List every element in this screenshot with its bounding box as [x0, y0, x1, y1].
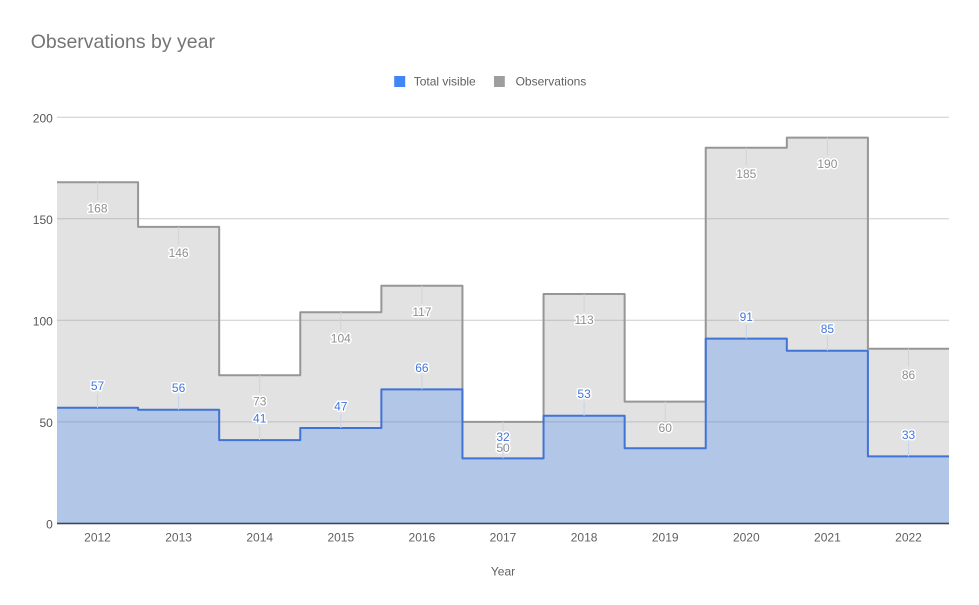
svg-text:0: 0	[46, 518, 53, 532]
svg-text:2018: 2018	[571, 531, 598, 545]
svg-text:50: 50	[39, 416, 53, 430]
svg-text:66: 66	[415, 361, 429, 375]
svg-text:200: 200	[33, 112, 53, 126]
svg-text:41: 41	[253, 412, 267, 426]
svg-text:2013: 2013	[165, 531, 192, 545]
svg-text:47: 47	[334, 399, 348, 413]
svg-text:73: 73	[253, 394, 267, 408]
svg-text:100: 100	[33, 315, 53, 329]
svg-text:168: 168	[87, 202, 107, 216]
svg-text:2020: 2020	[733, 531, 760, 545]
svg-text:190: 190	[817, 157, 837, 171]
svg-text:53: 53	[577, 387, 591, 401]
svg-text:2016: 2016	[409, 531, 436, 545]
svg-text:Year: Year	[491, 565, 515, 579]
svg-text:Observations by year: Observations by year	[31, 31, 216, 53]
svg-text:113: 113	[575, 313, 594, 327]
svg-text:2015: 2015	[327, 531, 354, 545]
svg-text:32: 32	[496, 430, 510, 444]
svg-text:33: 33	[902, 428, 916, 442]
svg-text:91: 91	[740, 310, 754, 324]
svg-text:2019: 2019	[652, 531, 679, 545]
svg-text:86: 86	[902, 368, 916, 382]
svg-text:104: 104	[331, 331, 351, 345]
svg-text:2017: 2017	[490, 531, 517, 545]
svg-text:150: 150	[33, 213, 53, 227]
svg-text:85: 85	[821, 322, 835, 336]
svg-text:57: 57	[91, 379, 105, 393]
svg-text:2014: 2014	[246, 531, 273, 545]
svg-text:Total visible: Total visible	[414, 74, 476, 88]
svg-text:56: 56	[172, 381, 186, 395]
svg-text:2021: 2021	[814, 531, 841, 545]
svg-text:117: 117	[412, 305, 431, 319]
svg-text:185: 185	[736, 167, 756, 181]
svg-text:Observations: Observations	[516, 74, 587, 88]
svg-text:60: 60	[659, 421, 673, 435]
svg-text:2022: 2022	[895, 531, 922, 545]
svg-text:146: 146	[169, 246, 189, 260]
svg-text:2012: 2012	[84, 531, 111, 545]
